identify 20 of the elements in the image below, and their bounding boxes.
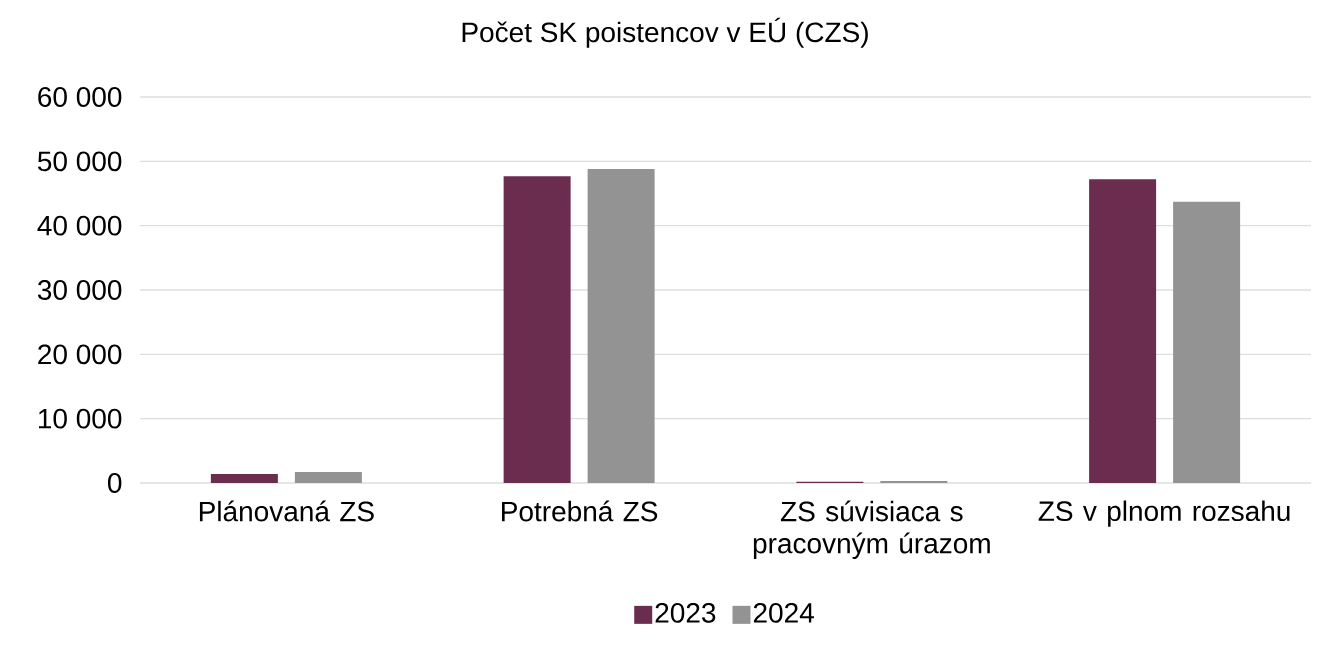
bar: [503, 176, 571, 483]
x-tick-label: ZS súvisiaca s pracovným úrazom: [753, 500, 990, 559]
x-tick-label: ZS v plnom rozsahu: [1038, 500, 1290, 527]
x-tick-label: Plánovaná ZS: [199, 500, 374, 522]
x-tick-label: Potrebná ZS: [502, 500, 658, 522]
bar: [210, 473, 278, 483]
bar: [1089, 179, 1157, 483]
y-tick-label: 50 000: [37, 151, 122, 172]
bar: [294, 472, 362, 483]
bar: [587, 169, 655, 483]
y-tick-label: 60 000: [38, 87, 122, 107]
y-tick-label: 20 000: [38, 344, 122, 365]
y-tick-label: 0: [107, 473, 122, 493]
legend-label: 2024: [753, 602, 814, 623]
bar: [1173, 201, 1241, 483]
y-tick-label: 40 000: [37, 215, 122, 236]
legend-label: 2023: [655, 602, 716, 623]
y-tick-label: 10 000: [38, 408, 122, 429]
chart-title: Počet SK poistencov v EÚ (CZS): [462, 17, 868, 48]
y-tick-label: 30 000: [37, 280, 122, 300]
